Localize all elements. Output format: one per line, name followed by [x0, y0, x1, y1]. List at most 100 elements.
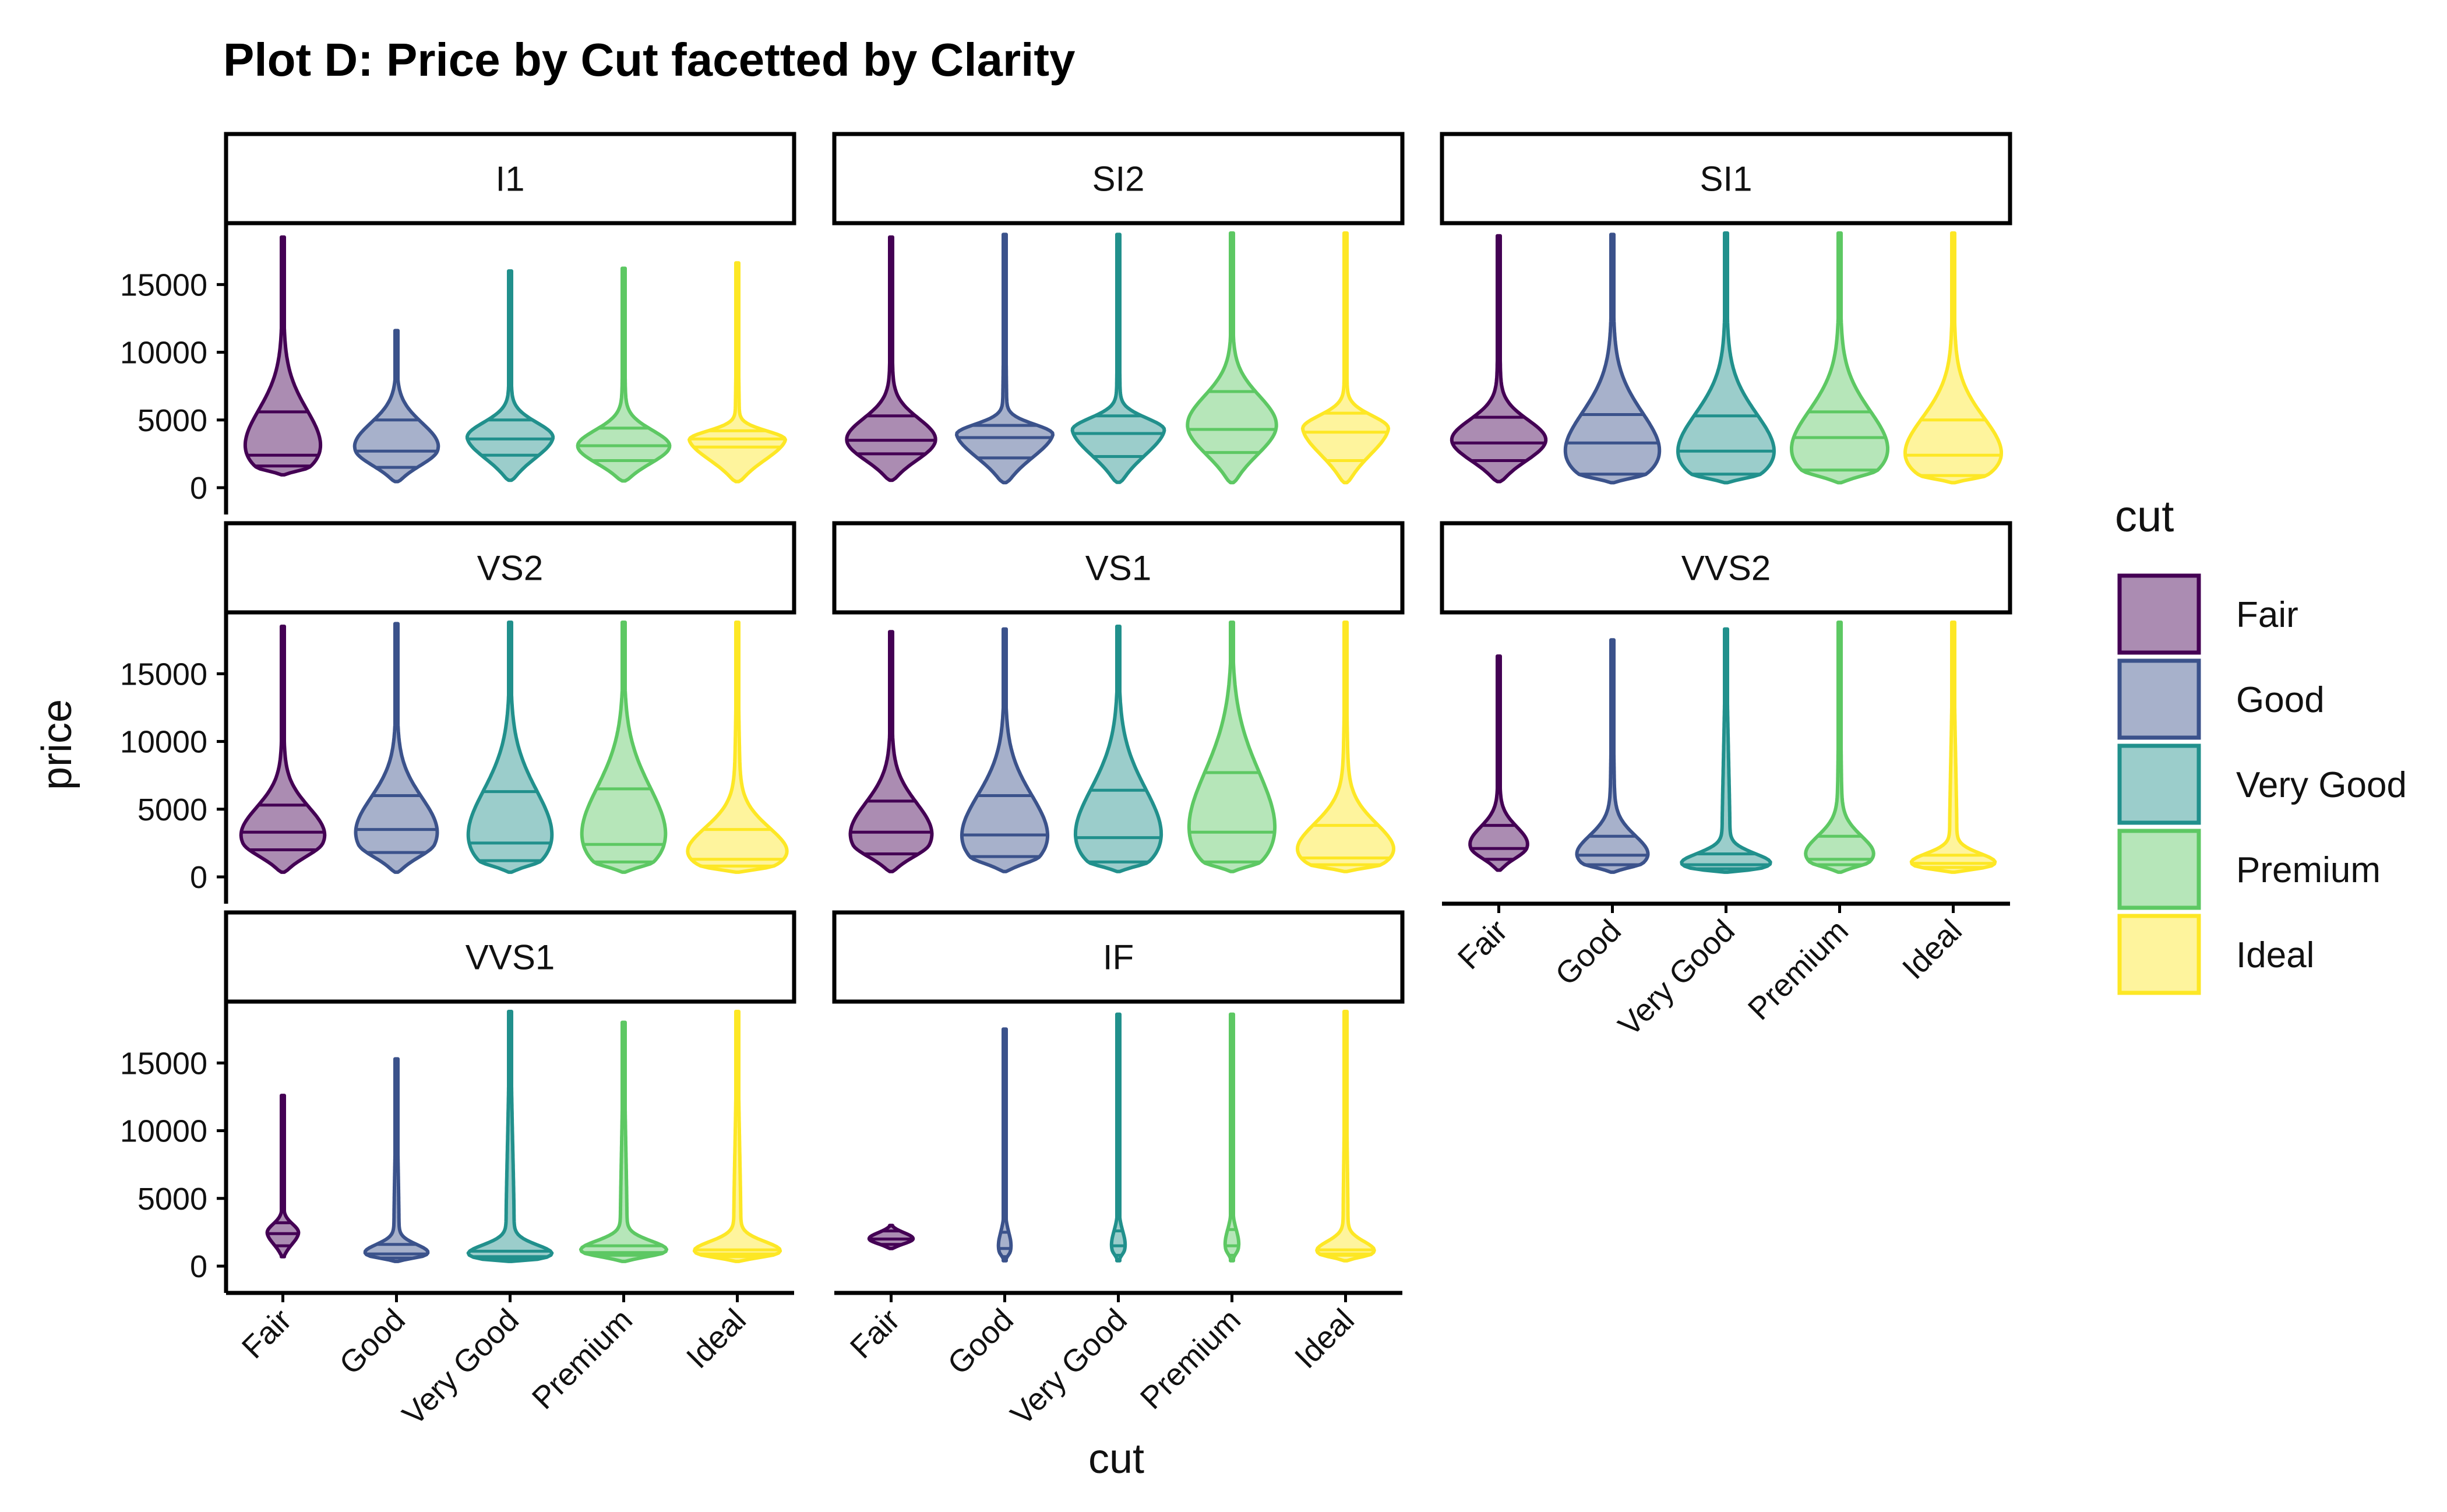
violin-ideal — [1300, 231, 1391, 485]
facet-strip-label: VS2 — [477, 549, 543, 588]
violin-good — [960, 627, 1050, 873]
facet-vs2: VS2 0 5000 10000 15000 — [120, 521, 796, 904]
violin-premium — [1790, 231, 1889, 485]
violin-good — [1563, 232, 1662, 485]
violin-good — [996, 1027, 1013, 1263]
x-tick-label: Fair — [844, 1302, 907, 1365]
x-tick-label: Very Good — [396, 1302, 526, 1432]
violin-very-good — [466, 621, 554, 874]
y-tick-label: 5000 — [137, 792, 207, 827]
violin-premium — [1223, 1012, 1241, 1263]
facet-grid: I1 0 5000 10000 15000 SI2 SI1 VS2 0 5000 10000 1500… — [120, 132, 2012, 1432]
facet-strip-label: VS1 — [1085, 549, 1151, 588]
facet-strip-label: I1 — [495, 160, 524, 199]
facet-strip-label: SI1 — [1699, 160, 1752, 199]
violin-ideal — [1296, 621, 1395, 873]
facet-strip-label: IF — [1103, 938, 1134, 977]
violin-very-good — [466, 1010, 554, 1263]
violin-very-good — [1676, 231, 1776, 485]
violin-ideal — [1903, 231, 2003, 485]
violin-fair — [243, 235, 323, 477]
y-tick-label: 10000 — [120, 1114, 207, 1149]
y-tick-label: 5000 — [137, 403, 207, 438]
x-tick-label: Fair — [235, 1302, 298, 1365]
legend-title: cut — [2115, 492, 2174, 541]
facet-vs1: VS1 — [832, 521, 1405, 873]
y-tick-label: 5000 — [137, 1182, 207, 1217]
violin-premium — [580, 621, 668, 874]
violin-fair — [848, 630, 934, 873]
legend-label-fair: Fair — [2236, 595, 2298, 635]
x-tick-label: Ideal — [1288, 1302, 1361, 1375]
violin-premium — [579, 1020, 669, 1263]
facet-i1: I1 0 5000 10000 15000 — [120, 132, 796, 514]
facet-strip — [832, 910, 1405, 1004]
facet-strip — [224, 132, 796, 225]
violin-fair — [265, 1094, 301, 1259]
violin-good — [1575, 638, 1650, 874]
violin-fair — [239, 625, 327, 874]
violin-ideal — [1315, 1010, 1376, 1263]
violin-good — [352, 329, 440, 484]
facet-strip — [832, 521, 1405, 615]
y-axis-title: price — [34, 699, 80, 790]
y-tick-label: 0 — [190, 860, 207, 895]
violin-fair — [1468, 654, 1529, 872]
chart-title: Plot D: Price by Cut facetted by Clarity — [223, 34, 1076, 86]
x-tick-label: Good — [1549, 913, 1628, 992]
legend-keys: Fair Good Very Good Premium Ideal — [2117, 573, 2407, 995]
violin-ideal — [687, 261, 787, 484]
violin-ideal — [1909, 621, 1997, 874]
facet-strip — [1440, 521, 2012, 615]
violin-ideal — [686, 621, 789, 874]
y-tick-label: 15000 — [120, 1046, 207, 1081]
legend-key-very-good — [2117, 743, 2201, 825]
violin-fair — [845, 235, 937, 482]
y-tick-label: 0 — [190, 1249, 207, 1284]
y-tick-label: 15000 — [120, 267, 207, 302]
violin-premium — [1187, 621, 1277, 873]
facet-si2: SI2 — [832, 132, 1405, 485]
legend: cut Fair Good Very Good Premium Ideal — [2115, 492, 2407, 995]
y-tick-label: 10000 — [120, 336, 207, 371]
violin-ideal — [692, 1010, 782, 1263]
facet-si1: SI1 — [1440, 132, 2012, 485]
x-tick-label: Premium — [526, 1302, 639, 1416]
legend-label-ideal: Ideal — [2236, 935, 2314, 975]
facet-strip — [1440, 132, 2012, 225]
violin-good — [363, 1057, 430, 1263]
x-tick-label: Ideal — [680, 1302, 753, 1375]
violin-good — [354, 622, 439, 874]
x-tick-label: Good — [333, 1302, 412, 1381]
x-tick-label: Very Good — [1612, 913, 1741, 1043]
legend-label-premium: Premium — [2236, 850, 2381, 890]
y-tick-label: 15000 — [120, 657, 207, 692]
facet-strip — [832, 132, 1405, 225]
y-tick-label: 10000 — [120, 725, 207, 760]
violin-very-good — [1070, 232, 1166, 484]
x-axis-title: cut — [1088, 1436, 1144, 1482]
facet-strip-label: VVS1 — [466, 938, 555, 977]
violin-very-good — [1073, 625, 1163, 873]
legend-label-good: Good — [2236, 680, 2325, 720]
violin-fair — [1450, 234, 1548, 484]
legend-key-good — [2117, 658, 2201, 740]
violin-premium — [576, 266, 672, 483]
violin-premium — [1186, 231, 1278, 485]
facet-strip-label: SI2 — [1092, 160, 1144, 199]
facet-strip-label: VVS2 — [1681, 549, 1771, 588]
legend-key-fair — [2117, 573, 2201, 655]
legend-key-ideal — [2117, 914, 2201, 995]
violin-premium — [1804, 621, 1875, 874]
x-tick-label: Very Good — [1004, 1302, 1134, 1432]
violin-very-good — [1109, 1012, 1127, 1263]
violin-fair — [867, 1224, 915, 1250]
legend-key-premium — [2117, 829, 2201, 910]
violin-very-good — [465, 269, 555, 482]
facet-strip — [224, 910, 796, 1004]
facet-strip — [224, 521, 796, 615]
